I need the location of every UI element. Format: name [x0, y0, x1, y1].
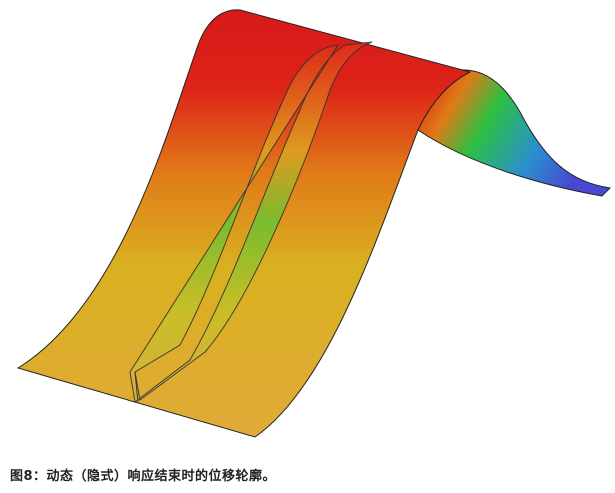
displacement-contour-figure [16, 9, 612, 438]
rib-edge [134, 371, 139, 403]
stiffener-rib [129, 41, 373, 403]
figure-caption: 图8：动态（隐式）响应结束时的位移轮廓。 [10, 469, 277, 484]
sheet-front-face [16, 9, 472, 438]
